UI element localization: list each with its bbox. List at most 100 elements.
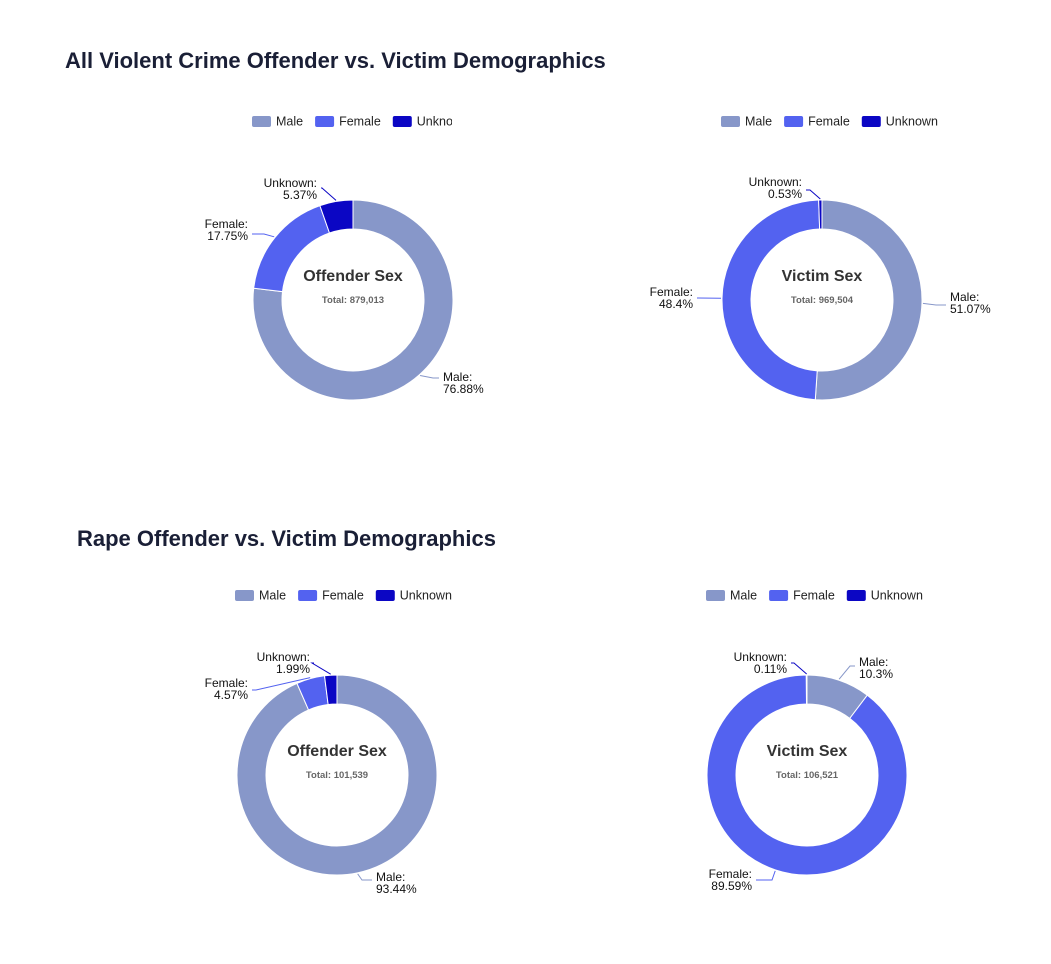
legend: Male Female Unknown bbox=[235, 589, 452, 603]
slice-label-value: 0.53% bbox=[768, 187, 802, 201]
legend-item-female[interactable]: Female bbox=[298, 589, 364, 603]
slice-label-unknown: Unknown: 0.53% bbox=[749, 175, 803, 201]
leader-line bbox=[838, 665, 855, 680]
slice-label-unknown: Unknown: 1.99% bbox=[257, 650, 311, 676]
legend-swatch bbox=[721, 116, 740, 127]
legend-label: Unknown bbox=[417, 115, 469, 129]
center-title: Victim Sex bbox=[767, 743, 848, 760]
slice-label-male: Male: 76.88% bbox=[443, 370, 484, 396]
section-title-all-violent-crime: All Violent Crime Offender vs. Victim De… bbox=[65, 48, 606, 73]
slice-label-value: 1.99% bbox=[276, 662, 310, 676]
legend-item-female[interactable]: Female bbox=[784, 115, 850, 129]
leader-line bbox=[756, 870, 776, 881]
center-title: Victim Sex bbox=[782, 268, 863, 285]
legend-label: Female bbox=[339, 115, 381, 129]
slice-label-name: Male: bbox=[859, 655, 888, 669]
slice-label-unknown: Unknown: 5.37% bbox=[264, 176, 318, 202]
slice-label-male: Male: 93.44% bbox=[376, 870, 417, 896]
slice-unknown[interactable] bbox=[323, 674, 338, 706]
slice-unknown[interactable] bbox=[805, 674, 808, 705]
slice-label-value: 93.44% bbox=[376, 882, 417, 896]
leader-line bbox=[310, 662, 331, 675]
slice-male[interactable] bbox=[814, 199, 923, 401]
legend-swatch bbox=[846, 590, 866, 601]
legend-swatch bbox=[252, 116, 271, 127]
legend-item-male[interactable]: Male bbox=[235, 589, 286, 603]
slice-label-female: Female: 17.75% bbox=[205, 217, 249, 243]
legend-item-male[interactable]: Male bbox=[721, 115, 772, 129]
slice-label-name: Male: bbox=[443, 370, 472, 384]
slice-label-value: 0.11% bbox=[754, 662, 787, 676]
slice-unknown[interactable] bbox=[818, 199, 823, 230]
slice-label-value: 17.75% bbox=[207, 229, 248, 243]
legend-item-unknown[interactable]: Unknown bbox=[846, 589, 923, 603]
slice-label-value: 5.37% bbox=[283, 188, 317, 202]
slice-male[interactable] bbox=[252, 199, 454, 401]
legend-item-female[interactable]: Female bbox=[769, 589, 835, 603]
slice-label-value: 89.59% bbox=[711, 879, 752, 893]
slice-label-name: Female: bbox=[205, 217, 248, 231]
donut-chart-1: Male Female Unknown Male: 76.88% Female: 17.75… bbox=[205, 115, 484, 401]
legend-swatch bbox=[784, 116, 804, 127]
slice-label-female: Female: 48.4% bbox=[650, 285, 694, 311]
slice-label-name: Male: bbox=[950, 290, 979, 304]
center-title: Offender Sex bbox=[287, 743, 387, 760]
legend-label: Unknown bbox=[871, 589, 923, 603]
slice-label-value: 76.88% bbox=[443, 382, 484, 396]
legend-item-unknown[interactable]: Unknown bbox=[392, 115, 469, 129]
legend-item-male[interactable]: Male bbox=[252, 115, 303, 129]
legend-swatch bbox=[706, 590, 725, 601]
legend-swatch bbox=[235, 590, 254, 601]
slice-label-unknown: Unknown: 0.11% bbox=[734, 650, 788, 676]
slice-label-female: Female: 4.57% bbox=[205, 676, 249, 702]
legend-item-unknown[interactable]: Unknown bbox=[861, 115, 938, 129]
slice-female[interactable] bbox=[721, 199, 821, 401]
center-total: Total: 969,504 bbox=[791, 295, 854, 306]
leader-line bbox=[791, 662, 807, 675]
center-total: Total: 879,013 bbox=[322, 295, 384, 306]
slice-label-name: Female: bbox=[205, 676, 248, 690]
slice-female[interactable] bbox=[706, 674, 908, 876]
section-title-rape: Rape Offender vs. Victim Demographics bbox=[77, 526, 496, 551]
donut-chart-4: Male Female Unknown Male: 10.3% Female: 89.59%… bbox=[706, 589, 923, 893]
legend-item-male[interactable]: Male bbox=[706, 589, 757, 603]
legend-swatch bbox=[861, 116, 881, 127]
legend: Male Female Unknown bbox=[706, 589, 923, 603]
center-total: Total: 101,539 bbox=[306, 770, 368, 781]
legend-swatch bbox=[392, 116, 412, 127]
leader-line bbox=[357, 873, 372, 881]
slice-unknown[interactable] bbox=[319, 199, 354, 234]
legend-item-female[interactable]: Female bbox=[315, 115, 381, 129]
slice-label-name: Unknown: bbox=[264, 176, 317, 190]
slice-label-male: Male: 51.07% bbox=[950, 290, 991, 316]
leader-line bbox=[252, 677, 311, 691]
legend: Male Female Unknown bbox=[721, 115, 938, 129]
legend-label: Male bbox=[745, 115, 772, 129]
legend-label: Male bbox=[259, 589, 286, 603]
leader-line bbox=[419, 375, 439, 379]
donut-chart-2: Male Female Unknown Male: 51.07% Female: 48.4%… bbox=[650, 115, 991, 401]
slice-label-name: Female: bbox=[650, 285, 693, 299]
slice-label-female: Female: 89.59% bbox=[709, 867, 753, 893]
donut-chart-3: Male Female Unknown Male: 93.44% Female: 4.57%… bbox=[205, 589, 452, 897]
legend-label: Unknown bbox=[400, 589, 452, 603]
legend-label: Male bbox=[276, 115, 303, 129]
legend-swatch bbox=[375, 590, 395, 601]
slice-label-name: Male: bbox=[376, 870, 405, 884]
slice-label-name: Unknown: bbox=[734, 650, 787, 664]
slice-label-value: 10.3% bbox=[859, 667, 893, 681]
slice-label-value: 51.07% bbox=[950, 302, 991, 316]
legend-swatch bbox=[298, 590, 318, 601]
leader-line bbox=[922, 302, 946, 306]
legend-item-unknown[interactable]: Unknown bbox=[375, 589, 452, 603]
legend-label: Female bbox=[808, 115, 850, 129]
legend-swatch bbox=[769, 590, 789, 601]
legend-label: Female bbox=[322, 589, 364, 603]
slice-label-name: Female: bbox=[709, 867, 752, 881]
leader-line bbox=[252, 233, 275, 238]
slice-label-male: Male: 10.3% bbox=[859, 655, 893, 681]
legend-swatch bbox=[315, 116, 335, 127]
slice-male[interactable] bbox=[236, 674, 438, 876]
slice-label-name: Unknown: bbox=[749, 175, 802, 189]
